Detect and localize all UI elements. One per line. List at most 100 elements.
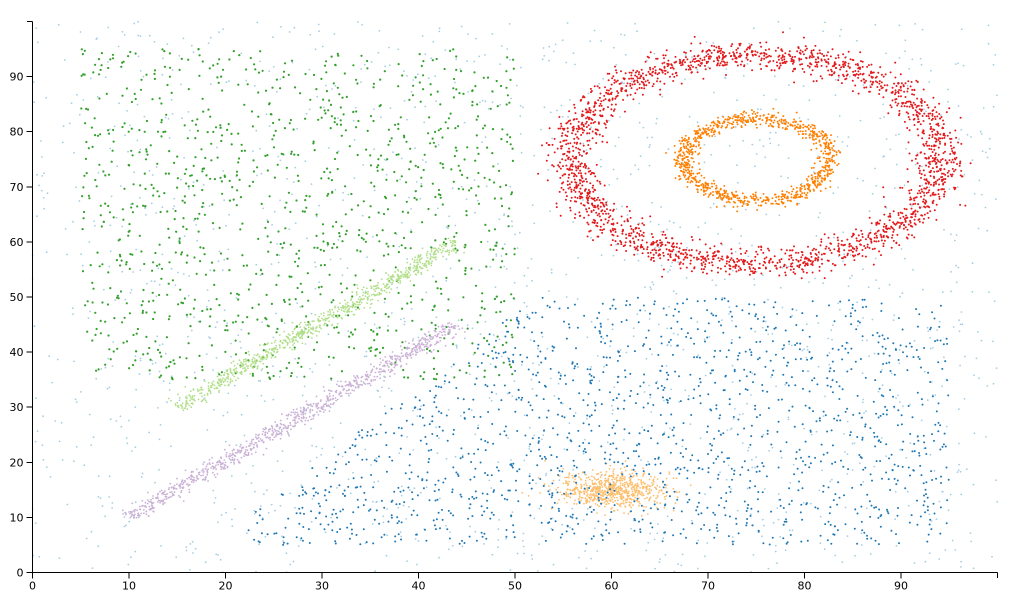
data-point — [421, 262, 424, 265]
data-point — [331, 225, 334, 228]
data-point — [928, 81, 931, 83]
data-point — [828, 363, 831, 366]
data-point — [283, 330, 285, 333]
data-point — [482, 127, 485, 130]
data-point — [376, 169, 379, 172]
data-point — [775, 385, 777, 388]
data-point — [475, 194, 478, 197]
data-point — [375, 367, 378, 370]
data-point — [712, 42, 715, 44]
data-point — [764, 156, 767, 159]
data-point — [224, 350, 227, 353]
data-point — [423, 153, 426, 156]
data-point — [245, 454, 248, 457]
data-point — [180, 301, 183, 304]
data-point — [125, 513, 127, 516]
data-point — [86, 330, 89, 333]
data-point — [641, 426, 644, 429]
data-point — [185, 168, 188, 171]
data-point — [341, 455, 344, 458]
data-point — [324, 112, 327, 115]
data-point — [311, 409, 314, 412]
data-point — [323, 403, 325, 406]
data-point — [402, 134, 406, 137]
data-point — [337, 117, 339, 119]
data-point — [495, 255, 498, 257]
data-point — [333, 157, 337, 161]
data-point — [153, 77, 156, 80]
data-point — [875, 223, 878, 226]
data-point — [601, 135, 604, 138]
data-point — [356, 153, 359, 157]
data-point — [384, 286, 386, 289]
data-point — [276, 253, 279, 256]
data-point — [261, 272, 264, 275]
data-point — [388, 291, 391, 294]
data-point — [221, 269, 224, 272]
data-point — [585, 180, 588, 183]
data-point — [899, 225, 901, 228]
data-point — [152, 194, 155, 197]
data-point — [262, 349, 265, 352]
data-point — [245, 79, 248, 82]
data-point — [245, 446, 248, 448]
data-point — [763, 257, 766, 260]
data-point — [213, 387, 216, 390]
data-point — [334, 305, 336, 308]
data-point — [960, 28, 963, 31]
data-point — [201, 395, 203, 398]
data-point — [798, 60, 801, 63]
data-point — [510, 293, 513, 296]
data-point — [405, 140, 408, 143]
data-point — [342, 113, 345, 116]
data-point — [566, 22, 569, 24]
data-point — [607, 106, 609, 109]
data-point — [841, 561, 844, 563]
data-point — [439, 287, 442, 290]
data-point — [511, 511, 514, 513]
data-point — [511, 220, 513, 223]
data-point — [409, 263, 412, 266]
data-point — [202, 471, 205, 474]
data-point — [410, 229, 412, 231]
data-point — [209, 463, 211, 465]
data-point — [962, 64, 965, 67]
data-point — [201, 365, 204, 368]
data-point — [152, 187, 155, 190]
data-point — [147, 300, 150, 303]
data-point — [437, 144, 440, 146]
data-point — [109, 250, 112, 253]
data-point — [959, 323, 962, 326]
data-point — [158, 293, 161, 297]
data-point — [36, 215, 38, 218]
data-point — [541, 535, 544, 537]
data-point — [453, 336, 455, 338]
data-point — [224, 384, 226, 387]
data-point — [279, 422, 282, 425]
data-point — [217, 372, 220, 374]
data-point — [287, 73, 290, 76]
data-point — [186, 316, 189, 318]
data-point — [212, 471, 214, 474]
data-point — [535, 482, 537, 485]
data-point — [520, 363, 523, 366]
data-point — [728, 260, 731, 263]
data-point — [269, 241, 272, 244]
data-point — [378, 105, 381, 108]
data-point — [257, 436, 260, 439]
data-point — [278, 334, 281, 336]
data-point — [207, 387, 210, 390]
data-point — [423, 264, 426, 267]
data-point — [247, 288, 250, 291]
data-point — [630, 527, 632, 530]
data-point — [351, 291, 354, 294]
data-point — [388, 360, 391, 363]
data-point — [923, 370, 926, 373]
data-point — [318, 30, 320, 33]
data-point — [440, 245, 443, 248]
data-point — [240, 362, 243, 365]
data-point — [192, 552, 194, 554]
data-point — [451, 187, 454, 190]
data-point — [354, 306, 356, 308]
data-point — [404, 267, 407, 269]
